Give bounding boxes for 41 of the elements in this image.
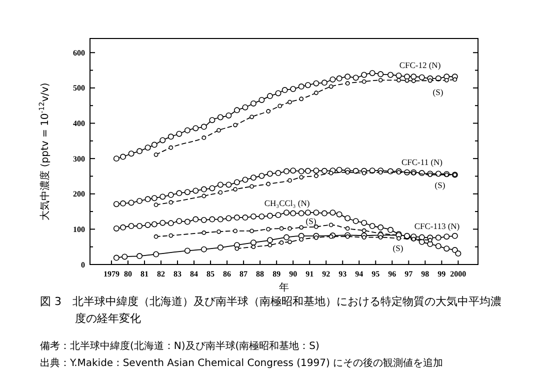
y-tick-label: 600 — [73, 48, 85, 58]
x-tick-label: 99 — [438, 270, 446, 278]
x-tick-label: 89 — [272, 270, 281, 278]
series-label: (S) — [306, 216, 316, 226]
x-tick-label: 83 — [174, 270, 182, 278]
x-tick-label: 94 — [355, 270, 364, 278]
series-label: (S) — [432, 86, 444, 97]
series-label: CH₃CCl₃ (N) — [264, 198, 310, 208]
caption: 図 3 北半球中緯度（北海道）及び南半球（南極昭和基地）における特定物質の大気中平均濃度の経年変化 — [40, 295, 502, 325]
x-tick-label: 93 — [338, 270, 347, 278]
y-tick-label: 100 — [73, 224, 85, 234]
x-tick-label: 96 — [388, 270, 396, 278]
y-tick-label: 0 — [81, 260, 85, 270]
y-tick-label: 400 — [73, 119, 85, 128]
x-tick-label: 95 — [372, 270, 380, 278]
x-tick-label: 87 — [240, 270, 248, 278]
series-label: (S) — [392, 242, 404, 253]
x-tick-label: 2000 — [450, 270, 466, 278]
x-tick-label: 90 — [289, 270, 298, 278]
x-tick-label: 92 — [322, 270, 330, 278]
y-tick-label: 500 — [73, 84, 85, 93]
series-label: CFC-11 (N) — [401, 156, 443, 167]
series-label: (S) — [434, 180, 446, 190]
x-tick-label: 86 — [223, 270, 232, 278]
source-note: 出典：Y.Makide : Seventh Asian Chemical Congress (1997) にその後の観測値を追加 — [40, 357, 444, 369]
x-tick-label: 1979 — [103, 270, 120, 278]
y-tick-label: 200 — [73, 190, 85, 199]
x-tick-label: 82 — [156, 270, 165, 278]
text: 備考：北半球中緯度(北海道：N)及び南半球(南極昭和基地：S) — [40, 340, 320, 352]
series-label: CFC-12 (N) — [399, 60, 441, 70]
x-tick-label: 84 — [190, 270, 198, 278]
x-tick-label: 97 — [404, 270, 413, 278]
x-tick-label: 88 — [256, 270, 264, 278]
x-tick-label: 80 — [124, 270, 132, 278]
legend-label: CFC-113 (N) — [414, 220, 460, 231]
y-tick-label: 300 — [73, 154, 85, 164]
x-tick-label: 91 — [306, 270, 314, 278]
x-tick-label: 98 — [421, 270, 430, 278]
x-tick-label: 85 — [206, 270, 215, 278]
x-tick-label: 81 — [140, 270, 148, 278]
x-axis-title: 年 — [279, 282, 289, 294]
